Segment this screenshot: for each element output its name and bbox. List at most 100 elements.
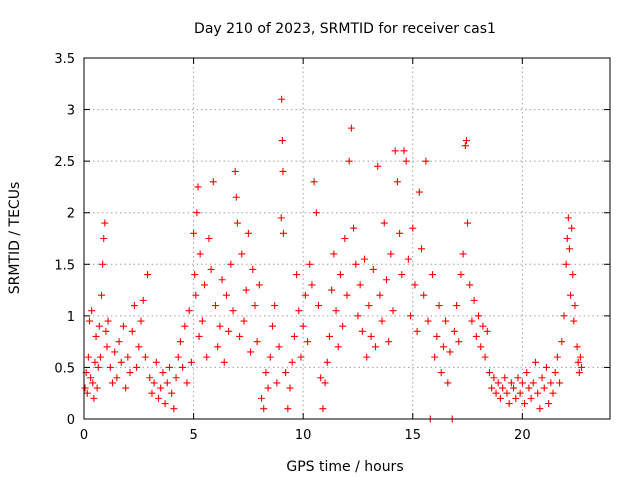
- data-point: [163, 379, 171, 387]
- data-point: [575, 369, 583, 377]
- data-point: [191, 271, 199, 279]
- data-point: [93, 384, 101, 392]
- data-point: [255, 281, 263, 289]
- data-point: [407, 312, 415, 320]
- data-point: [185, 307, 193, 315]
- data-point: [290, 332, 298, 340]
- data-point: [503, 389, 511, 397]
- data-point: [529, 379, 537, 387]
- data-point: [273, 379, 281, 387]
- data-point: [122, 384, 130, 392]
- data-point: [574, 358, 582, 366]
- data-point: [462, 137, 470, 145]
- data-point: [444, 379, 452, 387]
- data-point: [214, 343, 222, 351]
- data-point: [350, 224, 358, 232]
- data-point: [92, 332, 100, 340]
- data-point: [398, 271, 406, 279]
- data-point: [494, 379, 502, 387]
- data-point: [229, 307, 237, 315]
- data-point: [457, 271, 465, 279]
- data-point: [560, 312, 568, 320]
- data-point: [205, 235, 213, 242]
- data-point: [90, 394, 98, 402]
- data-point: [570, 317, 578, 325]
- data-point: [490, 374, 498, 382]
- data-point: [139, 296, 147, 304]
- data-point: [85, 317, 93, 325]
- data-point: [525, 384, 533, 392]
- data-point: [563, 235, 571, 242]
- data-point: [232, 193, 240, 201]
- data-point: [115, 338, 123, 346]
- data-point: [192, 291, 200, 299]
- x-tick-label: 5: [189, 428, 197, 443]
- data-point: [227, 260, 235, 268]
- data-point: [385, 338, 393, 346]
- data-point: [332, 307, 340, 315]
- data-point: [170, 405, 178, 413]
- data-point: [558, 338, 566, 346]
- data-point: [531, 358, 539, 366]
- data-point: [89, 379, 97, 387]
- y-tick-label: 1: [67, 310, 75, 325]
- data-point: [150, 379, 158, 387]
- data-point: [317, 374, 325, 382]
- data-point: [367, 332, 375, 340]
- data-point: [363, 353, 371, 361]
- data-point: [304, 338, 312, 346]
- data-point: [516, 389, 524, 397]
- data-point: [464, 219, 472, 227]
- data-point: [455, 338, 463, 346]
- data-point: [569, 271, 577, 279]
- data-point: [209, 178, 217, 186]
- data-point: [144, 271, 152, 279]
- data-point: [137, 317, 145, 325]
- data-point: [81, 384, 89, 392]
- data-point: [212, 302, 219, 310]
- data-point: [262, 369, 270, 377]
- data-point: [249, 265, 257, 273]
- data-point: [551, 369, 559, 377]
- data-point: [84, 353, 92, 361]
- data-point: [382, 276, 390, 284]
- data-point: [222, 291, 230, 299]
- data-point: [450, 327, 458, 335]
- data-point: [286, 384, 294, 392]
- data-point: [565, 245, 573, 253]
- data-point: [220, 358, 228, 366]
- data-point: [568, 224, 576, 232]
- data-point: [540, 384, 548, 392]
- data-point: [538, 374, 546, 382]
- data-point: [578, 363, 586, 371]
- data-point: [193, 209, 201, 217]
- data-point: [534, 389, 542, 397]
- data-point: [545, 400, 553, 408]
- data-point: [396, 229, 404, 237]
- data-point: [103, 343, 111, 351]
- data-point: [328, 286, 336, 294]
- data-point: [507, 379, 515, 387]
- data-point: [431, 353, 439, 361]
- data-point: [564, 214, 572, 222]
- data-point: [415, 188, 423, 196]
- data-point: [275, 343, 283, 351]
- data-point: [128, 327, 136, 335]
- data-point: [361, 255, 369, 263]
- data-point: [428, 271, 436, 279]
- data-point: [146, 374, 154, 382]
- data-point: [453, 302, 461, 310]
- data-point: [119, 322, 127, 330]
- data-point: [404, 255, 412, 263]
- data-point: [196, 250, 204, 258]
- data-points: [81, 95, 586, 423]
- data-point: [258, 394, 266, 402]
- data-point: [505, 400, 513, 408]
- data-point: [157, 384, 165, 392]
- data-point: [216, 322, 224, 330]
- data-point: [420, 291, 428, 299]
- data-point: [475, 312, 482, 320]
- data-point: [514, 374, 522, 382]
- data-point: [481, 353, 489, 361]
- data-point: [236, 332, 244, 340]
